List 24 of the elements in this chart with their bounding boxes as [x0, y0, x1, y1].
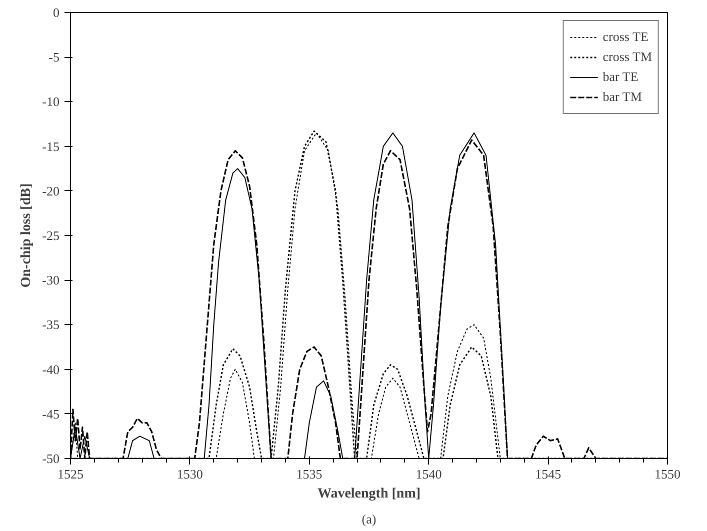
legend-label: cross TM [602, 49, 652, 65]
x-tick-label: 1535 [296, 466, 322, 482]
y-tick-label: -45 [42, 406, 60, 422]
x-tick-label: 1530 [176, 466, 203, 482]
y-axis-title: On-chip loss [dB] [19, 183, 34, 288]
legend-label: cross TE [602, 29, 648, 45]
y-tick-label: -30 [42, 272, 60, 288]
y-tick-label: 0 [53, 5, 60, 20]
legend-label: bar TE [602, 69, 638, 85]
x-tick-label: 1540 [416, 466, 442, 482]
x-tick-label: 1545 [535, 466, 562, 482]
y-tick-label: -35 [42, 317, 60, 332]
text: (a) [362, 512, 376, 526]
legend-label: bar TM [602, 89, 642, 105]
y-tick-label: -15 [42, 138, 60, 154]
y-tick-label: -5 [48, 50, 60, 65]
y-tick-label: -25 [42, 228, 60, 243]
x-tick-label: 1550 [654, 466, 680, 482]
y-tick-label: -50 [42, 451, 60, 466]
x-axis-title: Wavelength [nm] [317, 486, 421, 502]
y-tick-label: -20 [42, 183, 60, 198]
x-tick-label: 1525 [58, 466, 84, 482]
y-tick-label: -10 [42, 94, 60, 110]
y-tick-label: -40 [42, 362, 60, 377]
